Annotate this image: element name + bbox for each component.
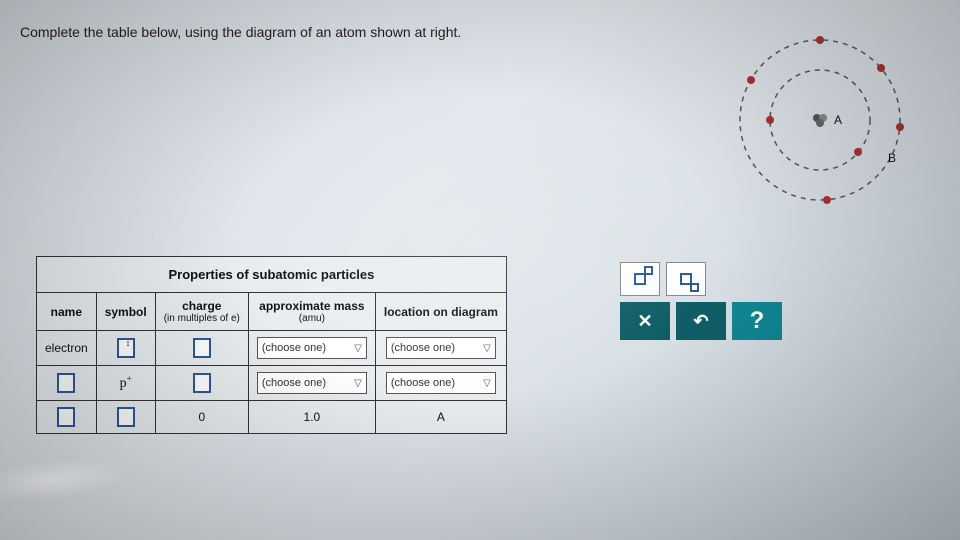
col-mass: approximate mass (amu) bbox=[248, 293, 375, 331]
symbol-input[interactable] bbox=[117, 407, 135, 427]
atom-diagram: A B bbox=[720, 20, 920, 220]
charge-input[interactable] bbox=[193, 338, 211, 358]
location-dropdown[interactable]: (choose one)▽ bbox=[386, 337, 496, 359]
particle-table: Properties of subatomic particles name s… bbox=[36, 256, 507, 434]
mass-dropdown[interactable]: (choose one)▽ bbox=[257, 337, 367, 359]
name-input[interactable] bbox=[57, 407, 75, 427]
col-name: name bbox=[37, 293, 97, 331]
preset-super-button[interactable] bbox=[620, 262, 660, 296]
toolbar: ✕ ↶ ? bbox=[620, 262, 782, 340]
col-symbol: symbol bbox=[96, 293, 155, 331]
cell-location: A bbox=[375, 401, 506, 434]
symbol-input[interactable]: ↕ bbox=[117, 338, 135, 358]
mass-dropdown[interactable]: (choose one)▽ bbox=[257, 372, 367, 394]
cell-charge: 0 bbox=[155, 401, 248, 434]
preset-sub-button[interactable] bbox=[666, 262, 706, 296]
col-charge: charge (in multiples of e) bbox=[155, 293, 248, 331]
cell-name: electron bbox=[37, 331, 97, 366]
table-row: electron ↕ (choose one)▽ (choose one)▽ bbox=[37, 331, 507, 366]
undo-button[interactable]: ↶ bbox=[676, 302, 726, 340]
name-input[interactable] bbox=[57, 373, 75, 393]
screen-glare bbox=[0, 453, 131, 507]
cell-mass: 1.0 bbox=[248, 401, 375, 434]
nucleus-icon bbox=[813, 114, 827, 127]
label-a: A bbox=[834, 113, 842, 127]
question-prompt: Complete the table below, using the diag… bbox=[20, 24, 461, 40]
table-title: Properties of subatomic particles bbox=[37, 257, 507, 293]
col-location: location on diagram bbox=[375, 293, 506, 331]
cell-symbol: p+ bbox=[96, 366, 155, 401]
label-b: B bbox=[888, 151, 896, 165]
charge-input[interactable] bbox=[193, 373, 211, 393]
reset-button[interactable]: ✕ bbox=[620, 302, 670, 340]
location-dropdown[interactable]: (choose one)▽ bbox=[386, 372, 496, 394]
help-button[interactable]: ? bbox=[732, 302, 782, 340]
table-row: p+ (choose one)▽ (choose one)▽ bbox=[37, 366, 507, 401]
table-row: 0 1.0 A bbox=[37, 401, 507, 434]
